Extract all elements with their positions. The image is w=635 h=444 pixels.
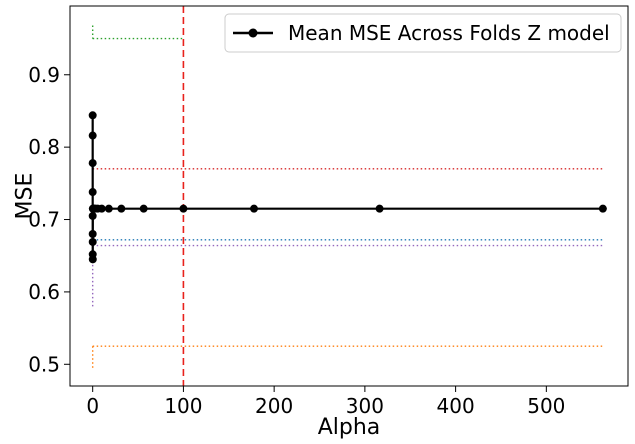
data-point (598, 204, 607, 213)
x-tick-label: 0 (86, 394, 99, 418)
y-tick-label: 0.6 (28, 280, 60, 304)
data-point (88, 159, 97, 168)
x-tick-label: 500 (527, 394, 565, 418)
legend-entry-label: Mean MSE Across Folds Z model (288, 21, 610, 45)
legend-box (224, 13, 622, 53)
x-axis-title: Alpha (318, 415, 381, 440)
y-tick-label: 0.9 (28, 63, 60, 87)
data-point (104, 204, 113, 213)
y-axis-title: MSE (13, 173, 38, 220)
data-point (179, 204, 188, 213)
legend: Mean MSE Across Folds Z model (224, 13, 622, 53)
y-tick-label: 0.8 (28, 135, 60, 159)
data-point (88, 111, 97, 120)
y-axis: 0.5 0.6 0.7 0.8 0.9 (28, 63, 70, 376)
x-tick-label: 300 (346, 394, 384, 418)
data-point (88, 131, 97, 140)
plot-frame (69, 5, 629, 387)
x-axis: 0 100 200 300 400 500 (86, 386, 565, 418)
data-point (88, 211, 97, 220)
data-point (88, 188, 97, 197)
x-tick-label: 400 (437, 394, 475, 418)
x-tick-label: 100 (164, 394, 202, 418)
data-point (250, 204, 259, 213)
data-point (97, 204, 106, 213)
legend-marker-swatch (248, 28, 258, 38)
data-point (88, 255, 97, 264)
data-point (139, 204, 148, 213)
y-tick-label: 0.5 (28, 352, 60, 376)
y-tick-label: 0.7 (28, 208, 60, 232)
data-point (88, 237, 97, 246)
data-point (375, 204, 384, 213)
x-tick-label: 200 (255, 394, 293, 418)
data-point (117, 204, 126, 213)
series-layer (88, 111, 607, 264)
data-point (88, 230, 97, 238)
